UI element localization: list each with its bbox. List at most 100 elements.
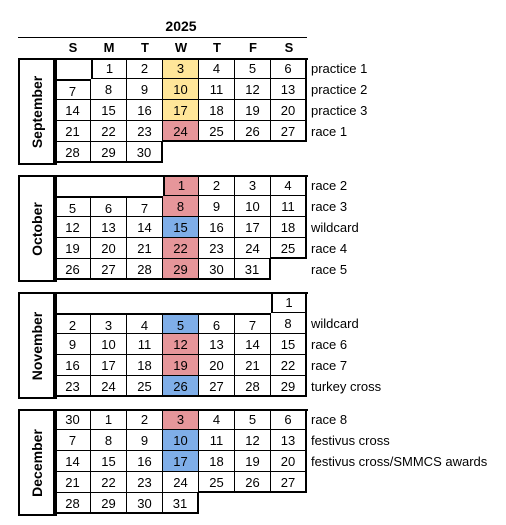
- day-cell: 3: [235, 175, 271, 196]
- day-cell: 1: [163, 175, 199, 196]
- day-cell: 10: [235, 196, 271, 217]
- month-label-november: November: [18, 292, 55, 399]
- day-cell: 30: [127, 142, 163, 163]
- day-cell: 12: [235, 79, 271, 100]
- empty-cell: [235, 142, 271, 163]
- day-cell: 16: [127, 100, 163, 121]
- day-cell: 10: [163, 430, 199, 451]
- event-label: practice 2: [311, 82, 368, 97]
- day-cell: 23: [127, 121, 163, 142]
- day-cell: 21: [55, 121, 91, 142]
- day-cell: 4: [271, 175, 307, 196]
- day-cell: 27: [199, 376, 235, 397]
- day-cell: 22: [91, 472, 127, 493]
- header-rule: [18, 37, 307, 38]
- day-cell: 15: [91, 100, 127, 121]
- day-cell: 29: [163, 259, 199, 280]
- day-cell: 28: [127, 259, 163, 280]
- day-cell: 5: [235, 58, 271, 79]
- day-cell: 22: [163, 238, 199, 259]
- day-cell: 15: [163, 217, 199, 238]
- empty-cell: [163, 292, 199, 313]
- day-cell: 9: [199, 196, 235, 217]
- day-cell: 13: [271, 79, 307, 100]
- day-cell: 19: [235, 100, 271, 121]
- month-name: October: [28, 201, 45, 256]
- day-cell: 27: [91, 259, 127, 280]
- empty-cell: [91, 175, 127, 196]
- day-cell: 20: [199, 355, 235, 376]
- event-label: race 2: [311, 178, 348, 193]
- day-cell: 26: [235, 121, 271, 142]
- day-cell: 8: [271, 313, 307, 334]
- day-cell: 29: [91, 142, 127, 163]
- day-cell: 25: [127, 376, 163, 397]
- day-cell: 17: [163, 451, 199, 472]
- day-cell: 20: [271, 451, 307, 472]
- day-cell: 14: [235, 334, 271, 355]
- day-cell: 4: [199, 58, 235, 79]
- day-cell: 18: [127, 355, 163, 376]
- empty-cell: [199, 142, 235, 163]
- empty-cell: [55, 58, 91, 79]
- day-cell: 26: [235, 472, 271, 493]
- empty-cell: [271, 259, 307, 280]
- day-cell: 2: [127, 409, 163, 430]
- day-cell: 25: [199, 472, 235, 493]
- day-cell: 25: [271, 238, 307, 259]
- event-label: race 6: [311, 337, 348, 352]
- day-cell: 24: [163, 121, 199, 142]
- day-cell: 26: [55, 259, 91, 280]
- day-cell: 22: [91, 121, 127, 142]
- weekday-header-5: F: [249, 40, 257, 55]
- day-cell: 24: [91, 376, 127, 397]
- month-label-september: September: [18, 58, 55, 165]
- event-label: wildcard: [311, 316, 359, 331]
- weekday-header-6: S: [284, 40, 294, 55]
- day-cell: 24: [235, 238, 271, 259]
- event-label: wildcard: [311, 220, 359, 235]
- day-cell: 7: [235, 313, 271, 334]
- day-cell: 9: [55, 334, 91, 355]
- day-cell: 12: [55, 217, 91, 238]
- weekday-header-1: M: [103, 40, 115, 55]
- event-label: festivus cross/SMMCS awards: [311, 454, 488, 469]
- event-label: practice 1: [311, 61, 368, 76]
- empty-cell: [199, 292, 235, 313]
- day-cell: 10: [163, 79, 199, 100]
- day-cell: 5: [163, 313, 199, 334]
- day-cell: 18: [271, 217, 307, 238]
- day-cell: 5: [235, 409, 271, 430]
- day-cell: 4: [199, 409, 235, 430]
- day-cell: 30: [199, 259, 235, 280]
- weekday-header-4: T: [213, 40, 221, 55]
- day-cell: 16: [55, 355, 91, 376]
- day-cell: 27: [271, 472, 307, 493]
- day-cell: 16: [199, 217, 235, 238]
- empty-cell: [127, 175, 163, 196]
- day-cell: 23: [127, 472, 163, 493]
- event-label: turkey cross: [311, 379, 382, 394]
- day-cell: 23: [199, 238, 235, 259]
- day-cell: 7: [55, 430, 91, 451]
- empty-cell: [127, 292, 163, 313]
- day-cell: 8: [91, 430, 127, 451]
- day-cell: 14: [55, 451, 91, 472]
- event-label: practice 3: [311, 103, 368, 118]
- day-cell: 18: [199, 100, 235, 121]
- day-cell: 10: [91, 334, 127, 355]
- event-label: race 8: [311, 412, 348, 427]
- day-cell: 11: [199, 430, 235, 451]
- day-cell: 15: [91, 451, 127, 472]
- day-cell: 1: [91, 58, 127, 79]
- day-cell: 9: [127, 79, 163, 100]
- month-name: November: [28, 311, 45, 380]
- day-cell: 22: [271, 355, 307, 376]
- month-label-december: December: [18, 409, 55, 516]
- day-cell: 6: [271, 58, 307, 79]
- event-label: race 1: [311, 124, 348, 139]
- day-cell: 15: [271, 334, 307, 355]
- event-label: race 4: [311, 241, 348, 256]
- empty-cell: [55, 175, 91, 196]
